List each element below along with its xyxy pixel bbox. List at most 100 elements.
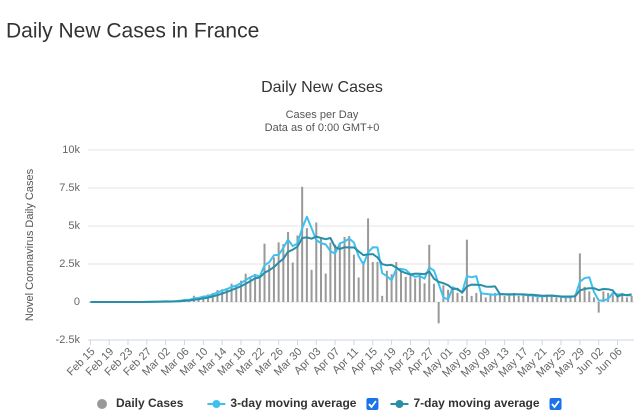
checkbox	[549, 398, 562, 410]
bar	[470, 295, 473, 302]
y-tick-label: 2.5k	[59, 258, 80, 270]
checkbox	[366, 398, 379, 410]
bar	[381, 295, 384, 302]
bar	[310, 269, 313, 302]
bar	[536, 297, 539, 302]
bar	[296, 235, 299, 302]
bar	[574, 294, 577, 302]
bar	[362, 261, 365, 302]
bar	[282, 244, 285, 302]
legend: Daily Cases 3-day moving average 7-day mov…	[97, 396, 562, 410]
legend-symbol	[395, 400, 404, 408]
bar	[291, 262, 294, 302]
bar	[338, 243, 341, 302]
chart-subtitle: Data as of 0:00 GMT+0	[265, 122, 380, 134]
bar	[508, 294, 511, 302]
bar	[287, 231, 290, 302]
bar	[230, 283, 233, 302]
legend-label: 7-day moving average	[413, 396, 539, 410]
bar	[244, 273, 247, 302]
bar	[503, 295, 506, 302]
bar	[423, 283, 426, 302]
bar	[414, 278, 417, 302]
legend-checkbox[interactable]	[549, 398, 562, 410]
bar	[409, 275, 412, 302]
bar	[494, 292, 497, 302]
bar	[560, 297, 563, 302]
bar	[225, 287, 228, 302]
bar	[555, 297, 558, 302]
bar	[611, 294, 614, 302]
bar	[475, 292, 478, 302]
bar	[531, 295, 534, 302]
bar	[268, 264, 271, 302]
bar	[352, 254, 355, 302]
bar	[305, 228, 308, 302]
bar	[517, 295, 520, 302]
bar	[480, 291, 483, 302]
bar	[498, 294, 501, 302]
bar	[376, 261, 379, 302]
page-title: Daily New Cases in France	[6, 20, 259, 43]
bar	[319, 237, 322, 302]
bar	[371, 261, 374, 302]
bar	[465, 239, 468, 302]
legend-item[interactable]: 3-day moving average	[207, 396, 357, 410]
bar	[324, 273, 327, 302]
bar	[249, 277, 252, 302]
bar	[348, 236, 351, 302]
line	[90, 235, 632, 303]
bar	[301, 186, 304, 302]
bar	[545, 294, 548, 302]
bar	[456, 292, 459, 302]
bar	[367, 218, 370, 302]
checkmark	[551, 400, 560, 409]
bar	[395, 262, 398, 302]
y-tick-label: 0	[74, 296, 80, 308]
legend-label: 3-day moving average	[230, 396, 356, 410]
y-axis-label: Novel Coronavirus Daily Cases	[24, 168, 36, 321]
bar	[597, 302, 600, 313]
legend-item[interactable]: 7-day moving average	[390, 396, 540, 410]
chart-title: Daily New Cases	[261, 79, 383, 96]
bar	[522, 294, 525, 302]
bar	[390, 274, 393, 302]
bar	[541, 295, 544, 302]
bar	[550, 295, 553, 302]
bar	[334, 244, 337, 302]
bar	[404, 276, 407, 302]
legend-item[interactable]: Daily Cases	[97, 396, 184, 410]
bar	[625, 297, 628, 302]
legend-label: Daily Cases	[116, 396, 184, 410]
bar	[588, 291, 591, 302]
bar	[451, 286, 454, 302]
bar	[437, 302, 440, 324]
bar	[484, 297, 487, 302]
bar	[432, 283, 435, 302]
y-tick-label: -2.5k	[56, 334, 81, 346]
bar	[357, 277, 360, 302]
line	[90, 215, 632, 303]
bar	[564, 296, 567, 302]
bar	[489, 294, 492, 302]
y-tick-label: 5k	[68, 220, 80, 232]
bar	[616, 295, 619, 302]
bar	[272, 257, 275, 302]
bar	[447, 289, 450, 302]
bar	[400, 270, 403, 302]
bar	[592, 297, 595, 302]
bar	[442, 285, 445, 302]
legend-checkbox[interactable]	[366, 398, 379, 410]
bar	[512, 292, 515, 302]
bar	[343, 236, 346, 302]
bar	[385, 270, 388, 302]
bar	[461, 295, 464, 302]
bar	[630, 295, 633, 302]
legend-symbol	[212, 400, 221, 408]
bar	[329, 242, 332, 302]
checkmark	[368, 400, 377, 409]
bar	[602, 291, 605, 302]
bar	[578, 253, 581, 302]
